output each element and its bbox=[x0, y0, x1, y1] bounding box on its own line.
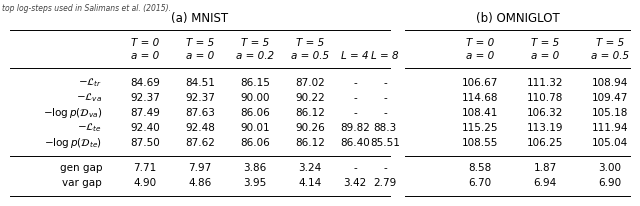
Text: -: - bbox=[383, 163, 387, 173]
Text: 90.22: 90.22 bbox=[295, 93, 325, 103]
Text: 115.25: 115.25 bbox=[461, 123, 499, 133]
Text: T = 5: T = 5 bbox=[531, 38, 559, 48]
Text: $-\log p(\mathcal{D}_{va})$: $-\log p(\mathcal{D}_{va})$ bbox=[43, 106, 102, 120]
Text: a = 0.5: a = 0.5 bbox=[291, 51, 329, 61]
Text: 86.12: 86.12 bbox=[295, 138, 325, 148]
Text: (a) MNIST: (a) MNIST bbox=[172, 12, 228, 25]
Text: T = 5: T = 5 bbox=[596, 38, 624, 48]
Text: 87.62: 87.62 bbox=[185, 138, 215, 148]
Text: 90.01: 90.01 bbox=[240, 123, 270, 133]
Text: 110.78: 110.78 bbox=[527, 93, 563, 103]
Text: 92.40: 92.40 bbox=[130, 123, 160, 133]
Text: var gap: var gap bbox=[62, 178, 102, 188]
Text: -: - bbox=[353, 93, 357, 103]
Text: 90.00: 90.00 bbox=[240, 93, 269, 103]
Text: 92.37: 92.37 bbox=[130, 93, 160, 103]
Text: $-\mathcal{L}_{tr}$: $-\mathcal{L}_{tr}$ bbox=[78, 77, 102, 89]
Text: 4.90: 4.90 bbox=[133, 178, 157, 188]
Text: 111.32: 111.32 bbox=[527, 78, 563, 88]
Text: $-\log p(\mathcal{D}_{te})$: $-\log p(\mathcal{D}_{te})$ bbox=[44, 136, 102, 150]
Text: 8.58: 8.58 bbox=[468, 163, 492, 173]
Text: 7.71: 7.71 bbox=[133, 163, 157, 173]
Text: a = 0: a = 0 bbox=[131, 51, 159, 61]
Text: T = 5: T = 5 bbox=[296, 38, 324, 48]
Text: $-\mathcal{L}_{te}$: $-\mathcal{L}_{te}$ bbox=[77, 122, 102, 134]
Text: a = 0: a = 0 bbox=[186, 51, 214, 61]
Text: a = 0.5: a = 0.5 bbox=[591, 51, 629, 61]
Text: 87.49: 87.49 bbox=[130, 108, 160, 118]
Text: 4.86: 4.86 bbox=[188, 178, 212, 188]
Text: 106.32: 106.32 bbox=[527, 108, 563, 118]
Text: 86.40: 86.40 bbox=[340, 138, 370, 148]
Text: 111.94: 111.94 bbox=[592, 123, 628, 133]
Text: 1.87: 1.87 bbox=[533, 163, 557, 173]
Text: 86.06: 86.06 bbox=[240, 108, 270, 118]
Text: T = 0: T = 0 bbox=[131, 38, 159, 48]
Text: T = 0: T = 0 bbox=[466, 38, 494, 48]
Text: (b) OMNIGLOT: (b) OMNIGLOT bbox=[476, 12, 559, 25]
Text: 108.55: 108.55 bbox=[462, 138, 498, 148]
Text: a = 0: a = 0 bbox=[466, 51, 494, 61]
Text: 86.12: 86.12 bbox=[295, 108, 325, 118]
Text: 114.68: 114.68 bbox=[461, 93, 499, 103]
Text: 108.94: 108.94 bbox=[592, 78, 628, 88]
Text: 106.67: 106.67 bbox=[462, 78, 498, 88]
Text: -: - bbox=[353, 78, 357, 88]
Text: 108.41: 108.41 bbox=[462, 108, 498, 118]
Text: T = 5: T = 5 bbox=[186, 38, 214, 48]
Text: $-\mathcal{L}_{va}$: $-\mathcal{L}_{va}$ bbox=[76, 92, 102, 104]
Text: 86.15: 86.15 bbox=[240, 78, 270, 88]
Text: 3.42: 3.42 bbox=[344, 178, 367, 188]
Text: a = 0: a = 0 bbox=[531, 51, 559, 61]
Text: L = 4: L = 4 bbox=[341, 51, 369, 61]
Text: 106.25: 106.25 bbox=[527, 138, 563, 148]
Text: 87.50: 87.50 bbox=[130, 138, 160, 148]
Text: gen gap: gen gap bbox=[60, 163, 102, 173]
Text: -: - bbox=[353, 163, 357, 173]
Text: 90.26: 90.26 bbox=[295, 123, 325, 133]
Text: L = 8: L = 8 bbox=[371, 51, 399, 61]
Text: 3.24: 3.24 bbox=[298, 163, 322, 173]
Text: 84.51: 84.51 bbox=[185, 78, 215, 88]
Text: 6.70: 6.70 bbox=[468, 178, 492, 188]
Text: 6.94: 6.94 bbox=[533, 178, 557, 188]
Text: -: - bbox=[383, 78, 387, 88]
Text: 92.37: 92.37 bbox=[185, 93, 215, 103]
Text: 113.19: 113.19 bbox=[527, 123, 563, 133]
Text: -: - bbox=[353, 108, 357, 118]
Text: 86.06: 86.06 bbox=[240, 138, 270, 148]
Text: 88.3: 88.3 bbox=[373, 123, 397, 133]
Text: 87.02: 87.02 bbox=[295, 78, 325, 88]
Text: 84.69: 84.69 bbox=[130, 78, 160, 88]
Text: 3.00: 3.00 bbox=[598, 163, 621, 173]
Text: 7.97: 7.97 bbox=[188, 163, 212, 173]
Text: 3.86: 3.86 bbox=[243, 163, 267, 173]
Text: 4.14: 4.14 bbox=[298, 178, 322, 188]
Text: 92.48: 92.48 bbox=[185, 123, 215, 133]
Text: 105.04: 105.04 bbox=[592, 138, 628, 148]
Text: 3.95: 3.95 bbox=[243, 178, 267, 188]
Text: a = 0.2: a = 0.2 bbox=[236, 51, 274, 61]
Text: T = 5: T = 5 bbox=[241, 38, 269, 48]
Text: 85.51: 85.51 bbox=[370, 138, 400, 148]
Text: 109.47: 109.47 bbox=[592, 93, 628, 103]
Text: 6.90: 6.90 bbox=[598, 178, 621, 188]
Text: top log-steps used in Salimans et al. (2015).: top log-steps used in Salimans et al. (2… bbox=[2, 4, 171, 13]
Text: 105.18: 105.18 bbox=[592, 108, 628, 118]
Text: 2.79: 2.79 bbox=[373, 178, 397, 188]
Text: -: - bbox=[383, 108, 387, 118]
Text: 87.63: 87.63 bbox=[185, 108, 215, 118]
Text: -: - bbox=[383, 93, 387, 103]
Text: 89.82: 89.82 bbox=[340, 123, 370, 133]
